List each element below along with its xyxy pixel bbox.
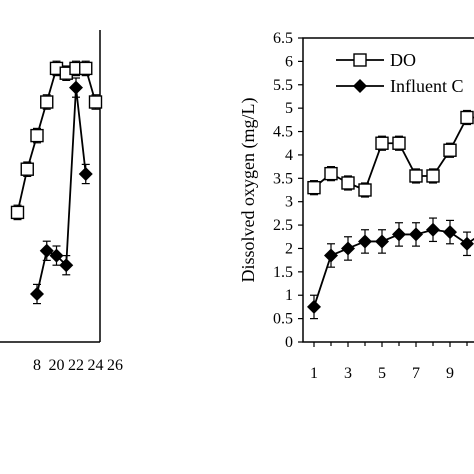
y-tick-label: 1 <box>285 287 293 304</box>
left-series-1-point <box>39 243 54 258</box>
left-series-0-point <box>10 205 25 220</box>
left-series-1-point <box>69 80 83 95</box>
series-0-point <box>307 180 321 195</box>
series-1-point <box>392 227 406 242</box>
left-x-tick-label: 24 <box>88 357 104 374</box>
y-tick-label: 1.5 <box>273 264 293 281</box>
y-tick-label: 6.5 <box>273 30 293 47</box>
y-tick-label: 3 <box>285 194 293 211</box>
x-tick-label: 9 <box>446 365 454 382</box>
left-series-0-point <box>30 128 44 143</box>
y-tick-label: 3.5 <box>273 170 293 187</box>
legend-label-0: DO <box>390 50 416 70</box>
left-series-1-point <box>78 167 93 181</box>
x-tick-label: 3 <box>344 365 352 382</box>
y-tick-label: 4 <box>285 147 293 164</box>
series-0-point <box>341 176 355 190</box>
left-series-0-point <box>88 95 103 109</box>
series-1-point <box>358 234 372 249</box>
left-series-0-point <box>79 61 93 76</box>
y-tick-label: 5 <box>285 100 293 117</box>
left-x-tick-label: 26 <box>107 357 123 374</box>
left-series-0-point <box>40 95 54 109</box>
series-0-point <box>358 183 372 197</box>
left-series-1-point <box>49 248 64 263</box>
left-x-ticks: 8 20 22 24 26 <box>33 357 123 374</box>
x-tick-label: 7 <box>412 365 420 382</box>
series-0-point <box>392 136 406 150</box>
left-series-0-point <box>20 162 34 176</box>
series-1-point <box>443 225 457 240</box>
left-series <box>10 60 103 305</box>
left-x-tick-label: 20 <box>49 357 65 374</box>
legend-marker-1 <box>353 79 367 93</box>
left-panel: 8 20 22 24 26 <box>0 30 123 374</box>
legend-label-1: Influent C <box>390 76 464 96</box>
y-tick-label: 0 <box>285 334 293 351</box>
series-1-point <box>409 227 423 242</box>
right-y-ticks: 0 0.5 1 1.5 2 2.5 3 3.5 4 4.5 5 5.5 6 6.5 <box>273 30 303 351</box>
left-series-0-line <box>16 67 97 213</box>
y-tick-label: 5.5 <box>273 77 293 94</box>
series-1-point <box>307 299 321 314</box>
x-tick-label: 1 <box>310 365 318 382</box>
series-0-point <box>324 166 338 181</box>
y-axis-label: Dissolved oxygen (mg/L) <box>238 98 259 283</box>
series-0-point <box>375 136 389 150</box>
y-tick-label: 4.5 <box>273 124 293 141</box>
y-tick-label: 6 <box>285 53 293 70</box>
left-x-tick-label: 8 <box>33 357 41 374</box>
series-0-point <box>409 169 423 183</box>
y-tick-label: 0.5 <box>273 311 293 328</box>
legend-marker-0 <box>353 53 367 67</box>
right-series <box>307 109 474 320</box>
y-tick-label: 2.5 <box>273 217 293 234</box>
left-series-1-point <box>59 258 74 273</box>
series-1-point <box>426 222 440 237</box>
y-tick-label: 2 <box>285 240 293 257</box>
left-series-1-point <box>30 287 44 301</box>
series-0-point <box>443 143 457 157</box>
left-series-1-line <box>36 87 87 295</box>
legend: DO Influent C <box>336 50 464 96</box>
right-plot-frame <box>302 37 474 343</box>
x-tick-label: 5 <box>378 365 386 382</box>
series-0-point <box>460 110 474 125</box>
series-1-point <box>460 236 474 251</box>
right-panel: 0 0.5 1 1.5 2 2.5 3 3.5 4 4.5 5 5.5 6 6.5 1 3 5 7 9 1 Diss… <box>238 30 474 382</box>
series-0-point <box>426 169 440 183</box>
series-1-point <box>375 234 389 249</box>
series-1-point <box>341 241 355 256</box>
series-1-point <box>324 248 338 263</box>
right-x-ticks: 135791 <box>310 342 468 382</box>
left-x-tick-label: 22 <box>68 357 84 374</box>
